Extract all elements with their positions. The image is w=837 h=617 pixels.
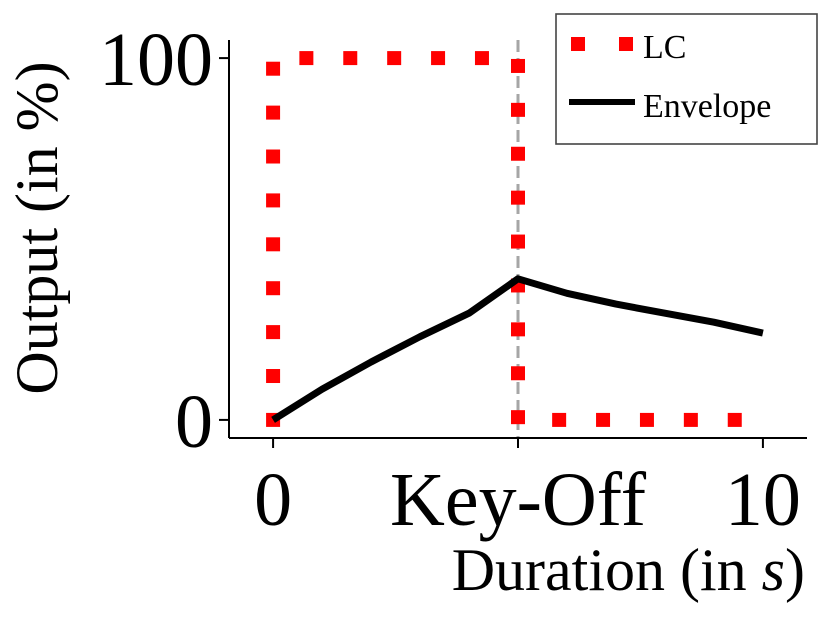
lc-marker-27 (727, 412, 742, 427)
lc-marker-5 (266, 193, 281, 208)
lc-marker-20 (511, 322, 525, 337)
lc-marker-9 (299, 51, 314, 66)
lc-marker-17 (511, 190, 525, 205)
y-axis-title: Output (in %) (4, 61, 70, 394)
lc-marker-14 (511, 58, 525, 73)
lc-marker-13 (474, 51, 489, 66)
lc-marker-7 (266, 105, 281, 120)
legend-item-lc: LC (571, 29, 686, 66)
legend-label-lc: LC (643, 29, 686, 66)
legend: LC Envelope (555, 13, 818, 145)
y-tick-label-0: 0 (175, 380, 213, 464)
lc-marker-10 (343, 51, 358, 66)
lc-marker-18 (511, 234, 525, 249)
lc-marker-23 (552, 412, 567, 427)
lc-marker-6 (266, 149, 281, 164)
series-envelope-line (271, 275, 764, 423)
legend-swatch-lc-1 (571, 37, 585, 51)
lc-marker-1 (266, 369, 281, 384)
legend-item-envelope: Envelope (569, 88, 771, 125)
lc-marker-16 (511, 146, 525, 161)
lc-marker-2 (266, 325, 281, 340)
lc-marker-25 (639, 412, 654, 427)
lc-marker-11 (387, 51, 402, 66)
lc-marker-24 (596, 412, 611, 427)
lc-marker-8 (266, 61, 281, 76)
lc-marker-15 (511, 102, 525, 117)
legend-frame (555, 13, 818, 145)
legend-swatch-lc-2 (619, 37, 633, 51)
plot-area (266, 40, 764, 438)
lc-marker-21 (511, 366, 525, 381)
lc-marker-26 (683, 412, 698, 427)
y-tick-label-1: 100 (99, 18, 213, 102)
lc-marker-4 (266, 237, 281, 252)
x-axis-title: Duration (in s) (452, 537, 805, 603)
legend-label-envelope: Envelope (643, 88, 771, 125)
lc-marker-3 (266, 281, 281, 296)
lc-marker-12 (431, 51, 446, 66)
series-lc (266, 51, 742, 427)
lc-marker-22 (511, 410, 525, 425)
x-tick-label-0: 0 (254, 458, 292, 542)
x-tick-label-2: 10 (725, 458, 801, 542)
x-tick-label-1: Key-Off (390, 458, 647, 542)
